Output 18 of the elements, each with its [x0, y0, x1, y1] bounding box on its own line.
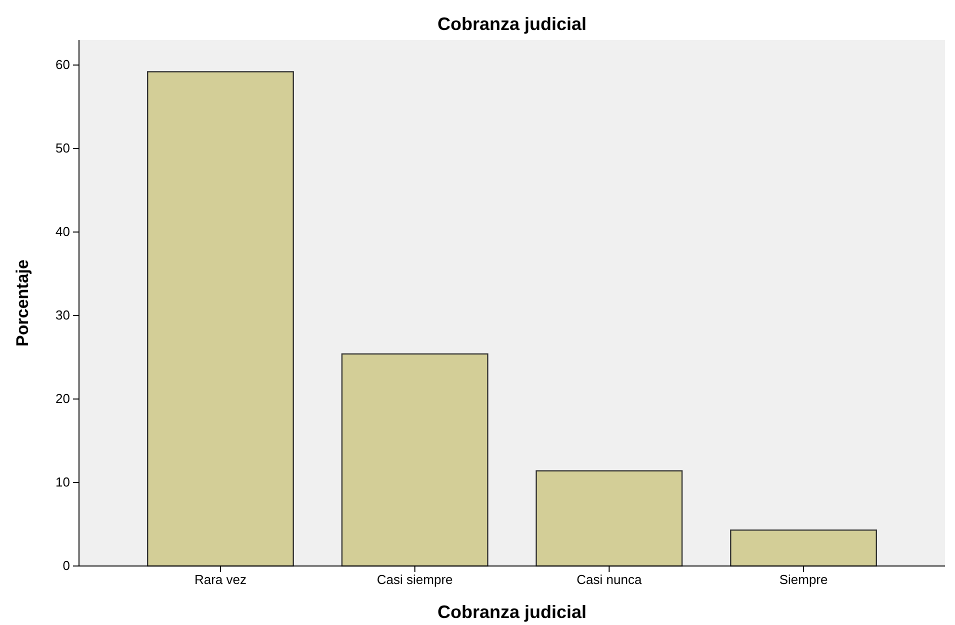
bar	[341, 353, 488, 567]
y-tick-label: 0	[62, 558, 70, 574]
y-tick-label: 50	[56, 140, 70, 156]
y-tick-label: 20	[56, 391, 70, 406]
bar	[146, 71, 294, 567]
bar	[730, 530, 878, 567]
x-tick-label: Casi siempre	[376, 572, 453, 588]
y-tick-label: 10	[56, 474, 70, 490]
x-tick-label: Casi nunca	[576, 572, 642, 588]
x-axis-title: Cobranza judicial	[437, 602, 587, 622]
y-axis-title: Porcentaje	[13, 260, 32, 346]
x-tick-label: Rara vez	[194, 572, 246, 588]
x-tick-label: Siempre	[779, 572, 828, 588]
bar	[536, 470, 683, 567]
y-tick-label: 40	[56, 224, 70, 240]
y-tick-label: 60	[56, 57, 70, 72]
y-tick-label: 30	[56, 308, 70, 323]
chart-title: Cobranza judicial	[437, 14, 587, 34]
